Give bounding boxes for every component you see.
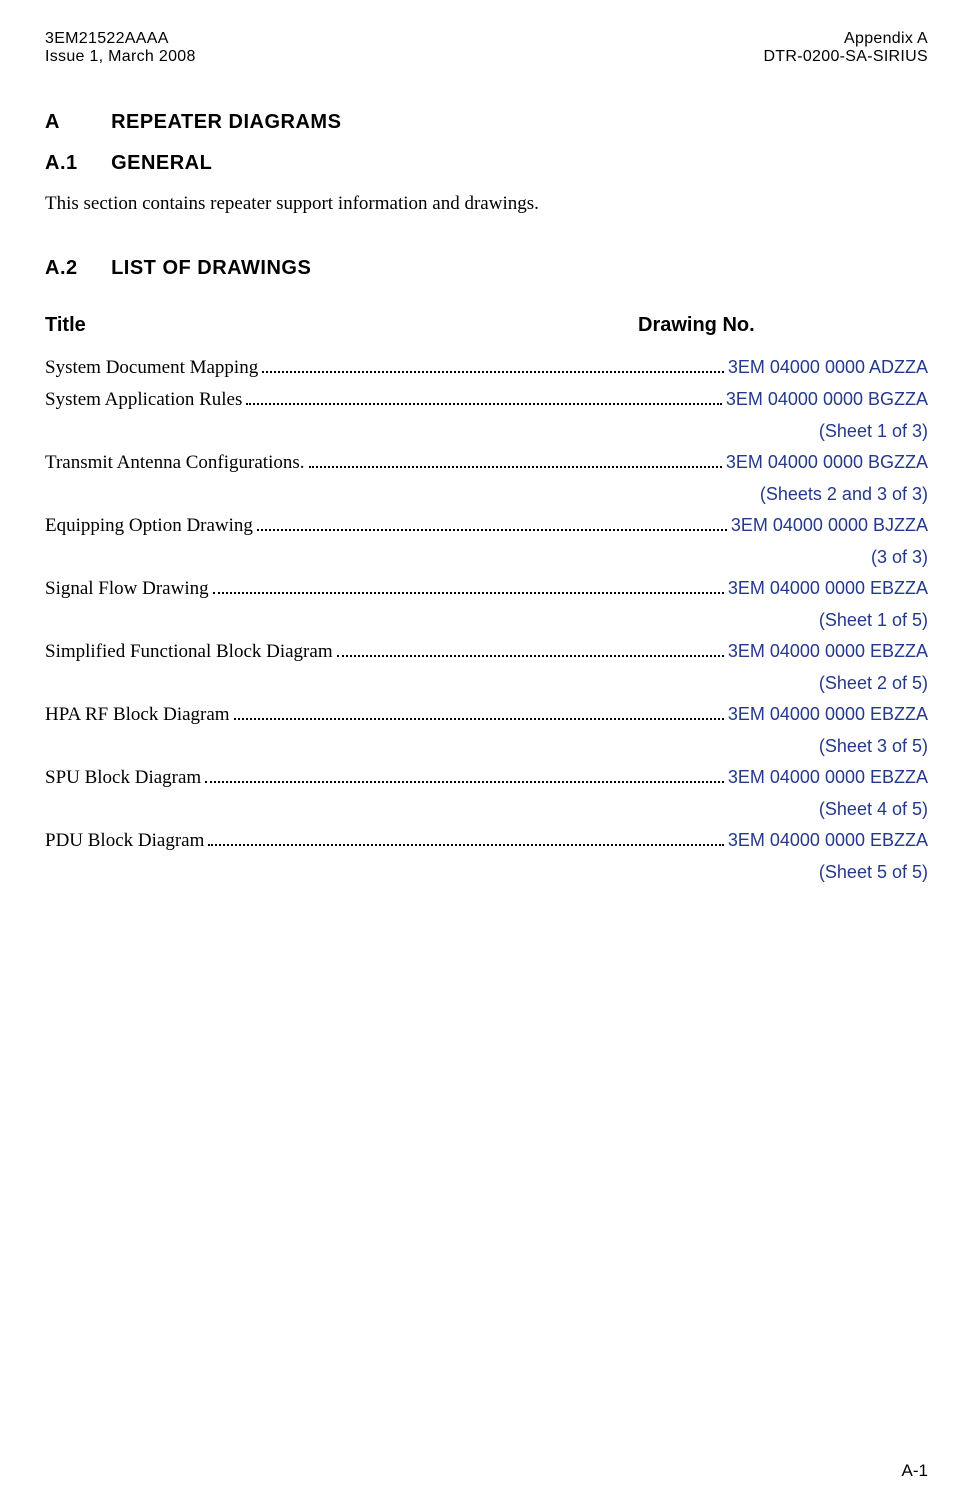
drawing-table-header: Title Drawing No. — [45, 314, 928, 337]
entry-title: SPU Block Diagram — [45, 767, 201, 789]
entry-row: Equipping Option Drawing 3EM 04000 0000 … — [45, 515, 928, 537]
page-header: 3EM21522AAAA Issue 1, March 2008 Appendi… — [45, 30, 928, 66]
section-a2-heading: A.2 LIST OF DRAWINGS — [45, 257, 928, 280]
product-label: DTR-0200-SA-SIRIUS — [763, 48, 928, 66]
page-number: A-1 — [902, 1461, 928, 1481]
drawing-entry: Equipping Option Drawing 3EM 04000 0000 … — [45, 515, 928, 568]
drawing-entry: System Application Rules 3EM 04000 0000 … — [45, 389, 928, 442]
entry-row: System Application Rules 3EM 04000 0000 … — [45, 389, 928, 411]
leader-dots — [246, 403, 721, 405]
drawing-number-link[interactable]: 3EM 04000 0000 EBZZA — [728, 641, 928, 662]
entry-title: Signal Flow Drawing — [45, 578, 209, 600]
drawing-entry: Signal Flow Drawing 3EM 04000 0000 EBZZA (… — [45, 578, 928, 631]
leader-dots — [205, 781, 724, 783]
section-a2-title: LIST OF DRAWINGS — [111, 257, 311, 279]
drawing-sheet-link[interactable]: (3 of 3) — [45, 547, 928, 568]
drawing-entry: SPU Block Diagram 3EM 04000 0000 EBZZA (S… — [45, 767, 928, 820]
issue-date: Issue 1, March 2008 — [45, 48, 196, 66]
drawing-sheet-link[interactable]: (Sheet 1 of 5) — [45, 610, 928, 631]
entry-row: System Document Mapping 3EM 04000 0000 AD… — [45, 357, 928, 379]
drawing-sheet-link[interactable]: (Sheet 4 of 5) — [45, 799, 928, 820]
leader-dots — [208, 844, 724, 846]
drawing-sheet-link[interactable]: (Sheet 5 of 5) — [45, 862, 928, 883]
entry-row: PDU Block Diagram 3EM 04000 0000 EBZZA — [45, 830, 928, 852]
entry-row: Transmit Antenna Configurations. 3EM 040… — [45, 452, 928, 474]
col-title-header: Title — [45, 314, 86, 337]
drawing-entry: PDU Block Diagram 3EM 04000 0000 EBZZA (Sh… — [45, 830, 928, 883]
drawing-number-link[interactable]: 3EM 04000 0000 EBZZA — [728, 704, 928, 725]
header-right: Appendix A DTR-0200-SA-SIRIUS — [763, 30, 928, 66]
entry-row: Signal Flow Drawing 3EM 04000 0000 EBZZA — [45, 578, 928, 600]
drawing-number-link[interactable]: 3EM 04000 0000 BGZZA — [726, 389, 928, 410]
doc-id: 3EM21522AAAA — [45, 30, 196, 48]
drawing-list: System Document Mapping 3EM 04000 0000 AD… — [45, 357, 928, 883]
entry-title: System Document Mapping — [45, 357, 258, 379]
section-a1-heading: A.1 GENERAL — [45, 152, 928, 175]
section-a1-body: This section contains repeater support i… — [45, 193, 928, 215]
drawing-entry: System Document Mapping 3EM 04000 0000 AD… — [45, 357, 928, 379]
section-a-title: REPEATER DIAGRAMS — [111, 111, 341, 133]
appendix-label: Appendix A — [763, 30, 928, 48]
entry-row: HPA RF Block Diagram 3EM 04000 0000 EBZZ… — [45, 704, 928, 726]
section-a-num: A — [45, 111, 105, 134]
drawing-number-link[interactable]: 3EM 04000 0000 BJZZA — [731, 515, 928, 536]
entry-title: Equipping Option Drawing — [45, 515, 253, 537]
entry-title: System Application Rules — [45, 389, 242, 411]
entry-title: Simplified Functional Block Diagram — [45, 641, 333, 663]
section-a-heading: A REPEATER DIAGRAMS — [45, 111, 928, 134]
drawing-entry: HPA RF Block Diagram 3EM 04000 0000 EBZZ… — [45, 704, 928, 757]
drawing-sheet-link[interactable]: (Sheet 3 of 5) — [45, 736, 928, 757]
leader-dots — [309, 466, 722, 468]
drawing-number-link[interactable]: 3EM 04000 0000 BGZZA — [726, 452, 928, 473]
section-a1-title: GENERAL — [111, 152, 212, 174]
leader-dots — [257, 529, 727, 531]
entry-title: PDU Block Diagram — [45, 830, 204, 852]
drawing-number-link[interactable]: 3EM 04000 0000 ADZZA — [728, 357, 928, 378]
leader-dots — [213, 592, 724, 594]
leader-dots — [262, 371, 724, 373]
drawing-number-link[interactable]: 3EM 04000 0000 EBZZA — [728, 578, 928, 599]
drawing-number-link[interactable]: 3EM 04000 0000 EBZZA — [728, 767, 928, 788]
section-a1-num: A.1 — [45, 152, 105, 175]
drawing-sheet-link[interactable]: (Sheets 2 and 3 of 3) — [45, 484, 928, 505]
section-a2-num: A.2 — [45, 257, 105, 280]
drawing-entry: Transmit Antenna Configurations. 3EM 040… — [45, 452, 928, 505]
drawing-sheet-link[interactable]: (Sheet 1 of 3) — [45, 421, 928, 442]
drawing-entry: Simplified Functional Block Diagram 3EM 0… — [45, 641, 928, 694]
header-left: 3EM21522AAAA Issue 1, March 2008 — [45, 30, 196, 66]
entry-title: Transmit Antenna Configurations. — [45, 452, 305, 474]
entry-row: Simplified Functional Block Diagram 3EM 0… — [45, 641, 928, 663]
drawing-sheet-link[interactable]: (Sheet 2 of 5) — [45, 673, 928, 694]
drawing-number-link[interactable]: 3EM 04000 0000 EBZZA — [728, 830, 928, 851]
entry-title: HPA RF Block Diagram — [45, 704, 230, 726]
leader-dots — [234, 718, 724, 720]
leader-dots — [337, 655, 724, 657]
col-drawing-header: Drawing No. — [638, 314, 928, 337]
entry-row: SPU Block Diagram 3EM 04000 0000 EBZZA — [45, 767, 928, 789]
